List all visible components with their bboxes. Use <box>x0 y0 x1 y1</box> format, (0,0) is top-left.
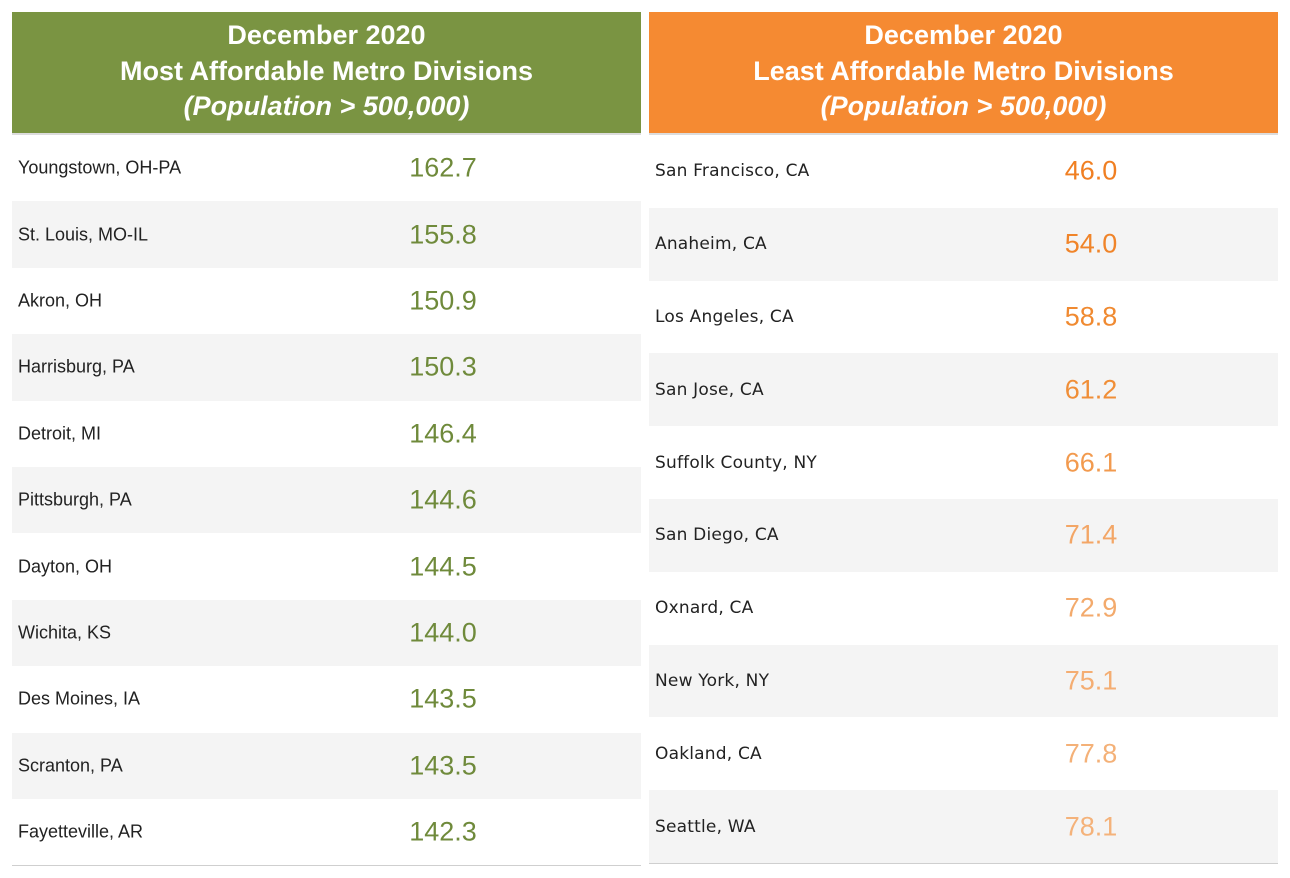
table-row: Fayetteville, AR 142.3 <box>12 799 641 865</box>
metro-name: Youngstown, OH-PA <box>18 157 182 178</box>
metro-name: New York, NY <box>655 670 770 691</box>
metro-name: Suffolk County, NY <box>655 452 817 473</box>
metro-name: Pittsburgh, PA <box>18 489 132 510</box>
table-bottom-divider <box>649 862 1278 864</box>
affordability-value: 77.8 <box>1064 738 1118 769</box>
metro-name: San Francisco, CA <box>655 161 810 182</box>
affordability-value: 143.5 <box>409 683 477 714</box>
table-row: Oxnard, CA 72.9 <box>649 572 1278 645</box>
metro-name: Oakland, CA <box>655 743 762 764</box>
table-row: Oakland, CA 77.8 <box>649 717 1278 790</box>
metro-name: Oxnard, CA <box>655 598 754 619</box>
affordability-value: 61.2 <box>1064 374 1118 405</box>
metro-name: Los Angeles, CA <box>655 306 794 327</box>
most-affordable-note: (Population > 500,000) <box>183 91 470 121</box>
metro-name: San Diego, CA <box>655 525 779 546</box>
affordability-value: 46.0 <box>1064 155 1118 186</box>
header-divider <box>12 133 641 135</box>
affordability-value: 162.7 <box>409 152 477 183</box>
least-affordable-rows: San Francisco, CA 46.0 Anaheim, CA 54.0 Los … <box>649 135 1278 863</box>
metro-name: St. Louis, MO-IL <box>18 224 149 245</box>
table-row: Scranton, PA 143.5 <box>12 732 641 799</box>
metro-name: Detroit, MI <box>18 423 102 444</box>
affordability-value: 144.6 <box>409 484 477 515</box>
table-row: Suffolk County, NY 66.1 <box>649 426 1278 499</box>
metro-name: Anaheim, CA <box>655 234 767 255</box>
affordability-value: 142.3 <box>409 816 477 847</box>
affordability-value: 78.1 <box>1064 811 1118 842</box>
metro-name: Seattle, WA <box>655 816 756 837</box>
table-row: Detroit, MI 146.4 <box>12 401 641 467</box>
table-row: San Jose, CA 61.2 <box>649 353 1278 427</box>
affordability-value: 71.4 <box>1064 519 1118 550</box>
metro-name: Fayetteville, AR <box>18 821 144 842</box>
table-row: Akron, OH 150.9 <box>12 268 641 334</box>
table-row: Youngstown, OH-PA 162.7 <box>12 135 641 201</box>
table-row: Dayton, OH 144.5 <box>12 533 641 599</box>
table-row: New York, NY 75.1 <box>649 644 1278 718</box>
metro-name: Dayton, OH <box>18 556 113 577</box>
header-divider <box>649 133 1278 135</box>
table-row: Harrisburg, PA 150.3 <box>12 334 641 401</box>
table-row: Los Angeles, CA 58.8 <box>649 281 1278 354</box>
metro-name: Wichita, KS <box>18 622 112 643</box>
affordability-value: 54.0 <box>1064 228 1118 259</box>
most-affordable-subtitle: Most Affordable Metro Divisions <box>119 55 534 86</box>
affordability-value: 144.5 <box>409 551 477 582</box>
table-row: Seattle, WA 78.1 <box>649 790 1278 863</box>
least-affordable-title: December 2020 <box>864 20 1063 50</box>
table-row: Pittsburgh, PA 144.6 <box>12 466 641 534</box>
table-row: Wichita, KS 144.0 <box>12 599 641 667</box>
table-row: San Diego, CA 71.4 <box>649 498 1278 572</box>
metro-name: Akron, OH <box>18 290 103 311</box>
most-affordable-title: December 2020 <box>227 20 426 50</box>
table-bottom-divider <box>12 865 641 867</box>
metro-name: San Jose, CA <box>655 379 764 400</box>
metro-name: Des Moines, IA <box>18 688 141 709</box>
affordability-value: 144.0 <box>409 617 477 648</box>
affordability-value: 75.1 <box>1064 665 1118 696</box>
affordability-value: 150.3 <box>409 351 477 382</box>
table-row: St. Louis, MO-IL 155.8 <box>12 201 641 268</box>
table-row: San Francisco, CA 46.0 <box>649 135 1278 208</box>
most-affordable-table: December 2020 Most Affordable Metro Divi… <box>12 12 641 867</box>
affordability-value: 146.4 <box>409 418 477 449</box>
most-affordable-rows: Youngstown, OH-PA 162.7 St. Louis, MO-IL 15… <box>12 135 641 865</box>
affordability-value: 150.9 <box>409 285 477 316</box>
least-affordable-note: (Population > 500,000) <box>820 91 1107 121</box>
metro-name: Scranton, PA <box>18 755 123 776</box>
least-affordable-table: December 2020 Least Affordable Metro Div… <box>649 12 1278 864</box>
affordability-value: 72.9 <box>1064 592 1118 623</box>
affordability-value: 58.8 <box>1064 301 1118 332</box>
affordability-value: 143.5 <box>409 750 477 781</box>
metro-name: Harrisburg, PA <box>18 356 135 377</box>
most-affordable-header: December 2020 Most Affordable Metro Divi… <box>12 12 641 133</box>
least-affordable-subtitle: Least Affordable Metro Divisions <box>753 55 1174 86</box>
table-row: Anaheim, CA 54.0 <box>649 207 1278 281</box>
affordability-value: 155.8 <box>409 219 477 250</box>
least-affordable-header: December 2020 Least Affordable Metro Div… <box>649 12 1278 133</box>
affordability-value: 66.1 <box>1064 447 1118 478</box>
table-row: Des Moines, IA 143.5 <box>12 666 641 732</box>
